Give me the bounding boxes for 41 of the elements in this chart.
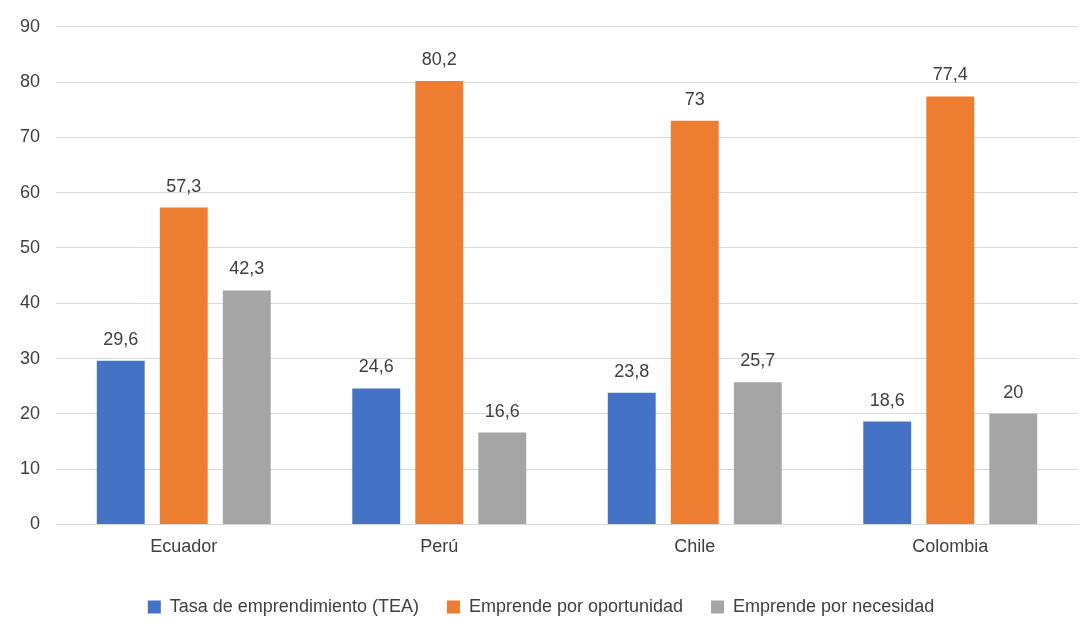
data-label: 73 <box>684 88 705 109</box>
legend-label: Emprende por necesidad <box>733 595 935 616</box>
y-tick-label: 70 <box>19 126 41 147</box>
data-label: 18,6 <box>869 389 905 410</box>
data-label: 80,2 <box>421 48 457 69</box>
y-tick-label: 90 <box>19 15 41 36</box>
y-tick-label: 0 <box>30 513 41 534</box>
data-label: 29,6 <box>103 328 139 349</box>
legend-label: Tasa de emprendimiento (TEA) <box>169 595 419 616</box>
x-tick-label: Colombia <box>912 536 990 557</box>
y-tick-label: 30 <box>19 347 41 368</box>
y-tick-label: 80 <box>19 71 41 92</box>
data-label: 25,7 <box>740 350 776 371</box>
bar <box>733 382 782 524</box>
bar <box>670 120 719 524</box>
bar <box>863 421 912 524</box>
data-label: 16,6 <box>484 400 520 421</box>
bar <box>96 360 145 524</box>
bar <box>989 413 1038 524</box>
x-tick-label: Ecuador <box>150 536 218 557</box>
data-label: 23,8 <box>614 360 650 381</box>
y-tick-label: 20 <box>19 402 41 423</box>
y-tick-label: 50 <box>19 236 41 257</box>
y-tick-label: 40 <box>19 292 41 313</box>
data-label: 42,3 <box>229 258 265 279</box>
bar <box>222 290 271 524</box>
bar <box>352 388 401 524</box>
bar <box>926 96 975 524</box>
bar <box>415 80 464 524</box>
data-label: 24,6 <box>358 356 394 377</box>
y-tick-label: 60 <box>19 181 41 202</box>
x-tick-label: Perú <box>420 536 459 557</box>
bar <box>478 432 527 524</box>
bar <box>607 392 656 524</box>
x-tick-label: Chile <box>674 536 716 557</box>
y-tick-label: 10 <box>19 458 41 479</box>
data-label: 57,3 <box>166 175 202 196</box>
data-label: 77,4 <box>932 64 968 85</box>
data-label: 20 <box>1003 381 1024 402</box>
legend-label: Emprende por oportunidad <box>468 595 684 616</box>
bar <box>159 207 208 524</box>
